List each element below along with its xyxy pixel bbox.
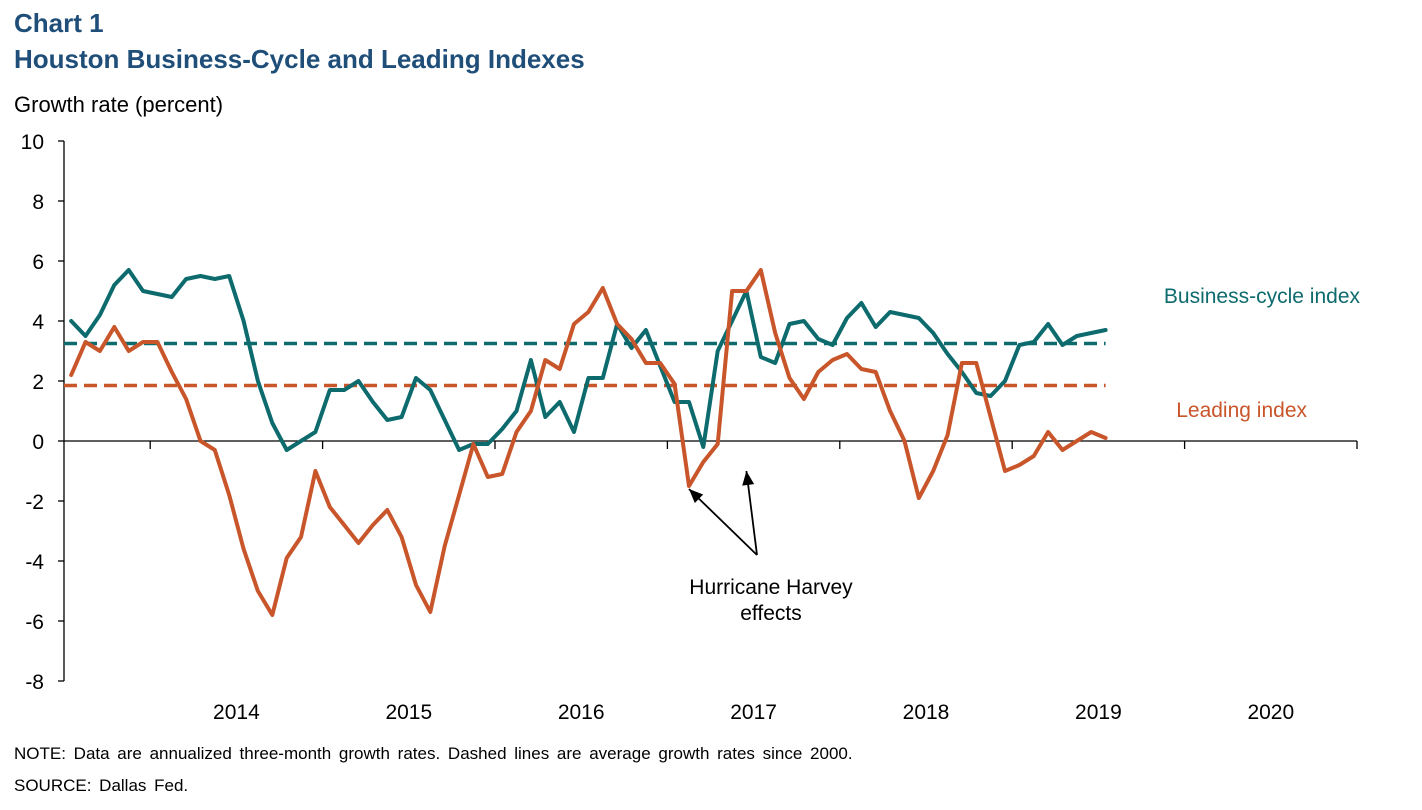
x-tick-label: 2019 bbox=[1075, 701, 1122, 724]
footnote-note: NOTE: Data are annualized three-month gr… bbox=[14, 744, 853, 763]
x-tick-label: 2017 bbox=[730, 701, 777, 724]
chart-title: Houston Business-Cycle and Leading Index… bbox=[14, 44, 585, 74]
y-tick-label: 6 bbox=[32, 251, 44, 274]
chart-label: Chart 1 bbox=[14, 8, 104, 38]
axes: -8 -6 -4 -2 0 2 4 6 8 10 2014 2015 2016 2017 2018 2019 2… bbox=[21, 131, 1358, 724]
annotation-text-line2: effects bbox=[740, 602, 801, 625]
y-tick-label: 10 bbox=[21, 131, 44, 154]
annotation: Hurricane Harvey effects bbox=[688, 470, 853, 625]
y-tick-label: 8 bbox=[32, 191, 44, 214]
series-labels: Business-cycle index Leading index bbox=[1164, 285, 1361, 422]
y-tick-label: 2 bbox=[32, 371, 44, 394]
y-tick-label: 4 bbox=[32, 311, 44, 334]
y-tick-label: -4 bbox=[25, 551, 44, 574]
x-tick-label: 2015 bbox=[385, 701, 432, 724]
y-axis-label: Growth rate (percent) bbox=[14, 92, 224, 117]
business-cycle-label: Business-cycle index bbox=[1164, 285, 1361, 308]
annotation-text-line1: Hurricane Harvey bbox=[689, 576, 853, 599]
annotation-arrow-line bbox=[688, 488, 758, 556]
footnote-source: SOURCE: Dallas Fed. bbox=[14, 776, 189, 795]
business-cycle-line bbox=[69, 268, 1108, 452]
series-lines bbox=[69, 268, 1108, 617]
x-tick-label: 2014 bbox=[213, 701, 260, 724]
leading-index-line bbox=[69, 268, 1108, 617]
y-tick-label: -8 bbox=[25, 671, 44, 694]
annotation-arrowhead bbox=[742, 471, 755, 486]
annotation-arrowhead bbox=[688, 489, 704, 504]
y-tick-label: -2 bbox=[25, 491, 44, 514]
x-tick-label: 2018 bbox=[903, 701, 950, 724]
leading-index-label: Leading index bbox=[1176, 399, 1307, 422]
annotation-arrow-line bbox=[745, 470, 758, 556]
x-tick-label: 2020 bbox=[1247, 701, 1294, 724]
y-tick-label: 0 bbox=[32, 431, 44, 454]
x-tick-label: 2016 bbox=[558, 701, 605, 724]
reference-lines bbox=[64, 341, 1106, 388]
y-tick-label: -6 bbox=[25, 611, 44, 634]
